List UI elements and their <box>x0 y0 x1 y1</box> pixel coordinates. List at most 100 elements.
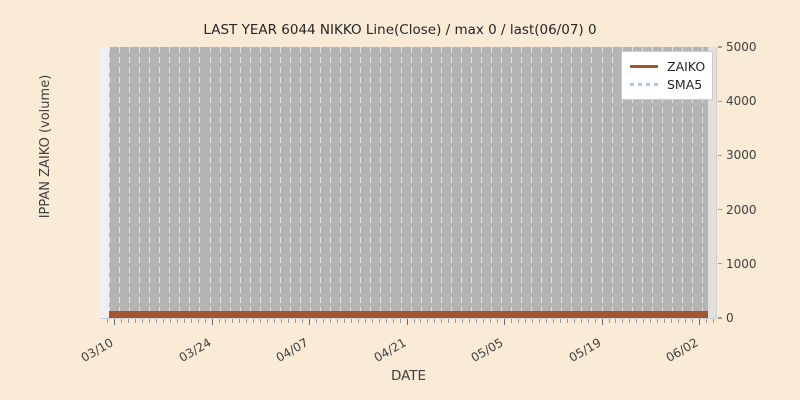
y-tick-mark <box>718 208 722 211</box>
x-axis-minor-tick <box>622 319 624 323</box>
x-axis-minor-tick <box>524 319 526 323</box>
y-tick-label: 2000 <box>726 202 757 217</box>
gridline <box>289 47 291 318</box>
x-axis-minor-tick <box>671 319 673 323</box>
x-axis-minor-tick <box>650 319 652 323</box>
x-axis-major-tick <box>504 319 506 325</box>
x-axis-major-tick <box>699 319 701 325</box>
chart-title: LAST YEAR 6044 NIKKO Line(Close) / max 0… <box>203 22 597 38</box>
x-axis-minor-tick <box>629 319 631 323</box>
x-axis-minor-tick <box>169 319 171 323</box>
series-line-zaiko <box>109 311 708 318</box>
legend-label-sma5: SMA5 <box>667 76 703 92</box>
x-axis-minor-tick <box>469 319 471 323</box>
x-axis-minor-tick <box>552 319 554 323</box>
x-axis-minor-tick <box>706 319 707 323</box>
gridline <box>259 47 261 318</box>
gridline <box>420 47 422 318</box>
series-layer <box>100 47 716 318</box>
x-axis-minor-tick <box>483 319 485 323</box>
y-tick-label: 1000 <box>726 256 757 271</box>
axis-spine-right <box>716 47 718 318</box>
gridline <box>310 47 311 318</box>
x-axis-minor-tick <box>121 319 122 323</box>
x-axis-minor-tick <box>441 319 443 323</box>
x-axis-minor-tick <box>190 319 192 323</box>
x-axis-minor-tick <box>420 319 422 323</box>
x-axis-minor-tick <box>127 319 129 323</box>
x-tick-label: 04/07 <box>273 335 311 365</box>
x-axis-minor-tick <box>246 319 248 323</box>
x-axis-minor-tick <box>712 319 714 323</box>
x-axis-minor-tick <box>434 319 436 323</box>
gridline <box>149 47 151 318</box>
gridline <box>511 47 512 318</box>
x-axis-minor-tick <box>608 319 610 323</box>
x-axis-major-tick <box>211 319 213 325</box>
x-axis-major-tick <box>309 319 311 325</box>
x-axis-minor-tick <box>364 319 366 323</box>
gridline <box>119 47 121 318</box>
gridline <box>320 47 322 318</box>
x-axis-minor-tick <box>497 319 498 323</box>
x-axis-minor-tick <box>295 319 297 323</box>
chart-legend[interactable]: ZAIKO SMA5 <box>621 51 713 100</box>
x-axis-major-tick <box>114 319 116 325</box>
x-axis-minor-tick <box>476 319 478 323</box>
x-axis-minor-tick <box>385 319 387 323</box>
gridline <box>390 47 392 318</box>
y-tick-label: 3000 <box>726 148 757 163</box>
gridline <box>631 47 633 318</box>
x-axis-minor-tick <box>692 319 693 323</box>
gridline <box>601 47 603 318</box>
x-tick-label: 05/19 <box>566 335 604 365</box>
x-axis-minor-tick <box>448 319 450 323</box>
gridline <box>541 47 543 318</box>
gridline <box>611 47 613 318</box>
axis-spine-bottom <box>100 318 717 320</box>
gridline <box>671 47 673 318</box>
gridline <box>340 47 342 318</box>
gridline <box>249 47 251 318</box>
x-axis-minor-tick <box>587 319 589 323</box>
plot-left-margin-band <box>100 47 109 318</box>
y-axis-label: IPPAN ZAIKO (volume) <box>38 74 53 219</box>
gridline <box>691 47 693 318</box>
gridline <box>591 47 593 318</box>
gridline <box>199 47 201 318</box>
gridline <box>179 47 181 318</box>
x-axis-minor-tick <box>322 319 324 323</box>
x-axis-minor-tick <box>399 319 401 323</box>
x-axis-minor-tick <box>267 319 269 323</box>
x-axis-minor-tick <box>378 319 380 323</box>
legend-label-zaiko: ZAIKO <box>667 58 706 74</box>
x-axis-minor-tick <box>343 319 345 323</box>
x-axis-minor-tick <box>225 319 227 323</box>
x-tick-label: 04/21 <box>371 335 409 365</box>
gridline <box>209 47 211 318</box>
y-tick-mark <box>718 46 722 48</box>
gridline <box>581 47 583 318</box>
gridline <box>129 47 131 318</box>
x-axis-minor-tick <box>490 319 492 323</box>
legend-item-sma5[interactable]: SMA5 <box>629 75 705 93</box>
x-axis-minor-tick <box>141 319 143 323</box>
gridline <box>450 47 452 318</box>
x-axis-minor-tick <box>316 319 317 323</box>
x-axis-minor-tick <box>274 319 276 323</box>
x-axis-minor-tick <box>685 319 687 323</box>
gridline <box>681 47 683 318</box>
legend-line-icon-zaiko <box>629 60 659 72</box>
legend-item-zaiko[interactable]: ZAIKO <box>629 57 705 75</box>
y-tick-mark <box>718 263 722 265</box>
x-axis-minor-tick <box>260 319 262 323</box>
plot-area[interactable] <box>100 47 716 318</box>
x-axis-minor-tick <box>531 319 533 323</box>
gridline <box>219 47 221 318</box>
x-axis-minor-tick <box>134 319 136 323</box>
x-tick-label: 03/24 <box>176 335 214 365</box>
gridline <box>159 47 161 318</box>
x-axis-minor-tick <box>162 319 164 323</box>
gridline <box>279 47 281 318</box>
